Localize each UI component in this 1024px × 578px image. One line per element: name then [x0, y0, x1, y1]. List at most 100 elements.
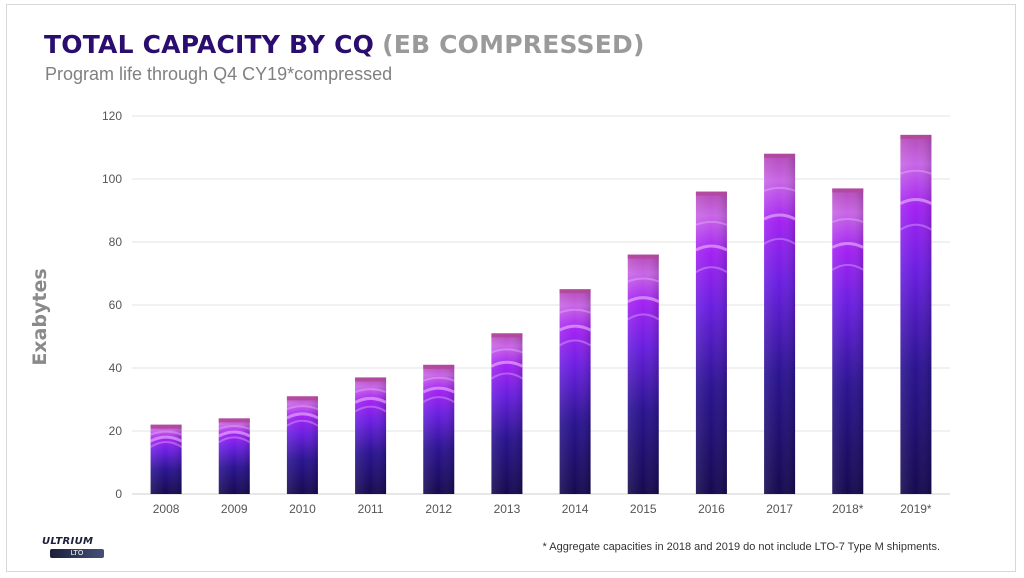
bar-2011 [354, 377, 387, 494]
bar-cap [764, 153, 796, 158]
bar-highlight [627, 277, 660, 283]
bar-cap [286, 396, 318, 401]
bar-2010 [286, 396, 319, 494]
y-tick-label: 80 [109, 235, 123, 249]
bar-highlight [831, 218, 864, 223]
footnote: * Aggregate capacities in 2018 and 2019 … [542, 541, 940, 553]
bars [149, 134, 933, 495]
bar-highlight [899, 198, 933, 205]
bar-2019 [899, 134, 933, 494]
chart-title-suffix: (EB COMPRESSED) [382, 30, 645, 59]
y-tick-label: 100 [102, 172, 122, 186]
y-tick-label: 60 [109, 298, 123, 312]
bar-highlight [763, 213, 796, 221]
x-tick-label: 2008 [153, 502, 180, 516]
bar-sheen [695, 191, 727, 494]
x-tick-label: 2019* [900, 502, 932, 516]
bar-2012 [422, 364, 455, 494]
bar-highlight [422, 396, 455, 403]
bar-2016 [695, 191, 728, 494]
bar-sheen [150, 424, 182, 494]
bar-highlight [150, 441, 183, 448]
bar-highlight [218, 424, 251, 430]
bar-sheen [423, 364, 455, 494]
bar-sheen [355, 377, 387, 494]
bar-highlight [490, 360, 524, 368]
bar-highlight [899, 223, 932, 231]
bar-2014 [558, 289, 592, 494]
bar-highlight [286, 419, 319, 427]
chart-title: TOTAL CAPACITY BY CQ (EB COMPRESSED) [44, 30, 645, 59]
bar-cap [355, 377, 387, 382]
x-tick-label: 2015 [630, 502, 657, 516]
x-axis-ticks: 2008 2009 2010 2011 2012 2013 2014 2015 2016 2017… [153, 502, 932, 516]
bar-sheen [286, 396, 318, 494]
chart-subtitle: Program life through Q4 CY19*compressed [45, 64, 393, 84]
bar-highlight [286, 405, 319, 411]
bar-highlight [900, 169, 932, 175]
bar-sheen [218, 418, 250, 494]
bar-cap [627, 254, 659, 259]
y-tick-label: 20 [109, 424, 123, 438]
y-tick-label: 40 [109, 361, 123, 375]
y-tick-label: 0 [115, 487, 122, 501]
bar-cap [150, 424, 182, 429]
x-tick-label: 2018* [832, 502, 864, 516]
bar-cap [559, 289, 591, 294]
bar-cap [218, 418, 250, 423]
logo-word: ULTRIUM [42, 536, 94, 547]
ultrium-logo: ULTRIUM LTO [42, 536, 110, 562]
bar-sheen [832, 188, 864, 494]
bar-highlight [354, 388, 387, 394]
bar-cap [832, 188, 864, 193]
x-tick-label: 2014 [562, 502, 589, 516]
chart-title-main: TOTAL CAPACITY BY CQ [44, 30, 375, 59]
bar-2009 [218, 418, 251, 494]
bar-cap [695, 191, 727, 196]
bar-2013 [490, 333, 524, 494]
bar-2017 [763, 153, 796, 495]
bar-highlight [627, 296, 660, 304]
x-tick-label: 2012 [425, 502, 452, 516]
bar-highlight [422, 386, 455, 394]
bar-highlight [218, 436, 251, 444]
bar-2018 [831, 188, 864, 494]
x-tick-label: 2016 [698, 502, 725, 516]
bar-sheen [764, 153, 796, 495]
y-axis-ticks: 0 20 40 60 80 100 120 [102, 109, 122, 501]
bar-sheen [627, 254, 659, 494]
bar-highlight [354, 396, 387, 404]
bar-highlight [695, 220, 728, 226]
grid-lines [132, 115, 950, 495]
bar-highlight [491, 348, 523, 354]
bar-sheen [900, 134, 932, 494]
bar-highlight [490, 372, 523, 380]
bar-highlight [558, 324, 592, 332]
x-tick-label: 2011 [358, 502, 384, 516]
y-tick-label: 120 [102, 109, 122, 123]
bar-cap [423, 364, 455, 369]
bar-highlight [695, 244, 728, 252]
bar-highlight [763, 237, 796, 245]
bar-2008 [149, 424, 183, 494]
bar-highlight [218, 430, 251, 438]
x-tick-label: 2017 [766, 502, 793, 516]
bar-cap [900, 134, 932, 139]
x-tick-label: 2009 [221, 502, 248, 516]
bar-highlight [695, 266, 728, 274]
bar-highlight [627, 313, 660, 321]
bar-highlight [354, 405, 387, 413]
bar-highlight [149, 435, 183, 443]
bar-sheen [491, 333, 523, 494]
bar-highlight [286, 412, 319, 420]
bar-highlight [559, 339, 592, 347]
x-tick-label: 2010 [289, 502, 316, 516]
bar-highlight [831, 263, 864, 271]
bar-highlight [763, 186, 796, 192]
bar-cap [491, 333, 523, 338]
bar-2015 [627, 254, 660, 494]
logo-mark: LTO [50, 549, 104, 558]
bar-highlight [831, 241, 864, 249]
bar-highlight [150, 430, 182, 436]
